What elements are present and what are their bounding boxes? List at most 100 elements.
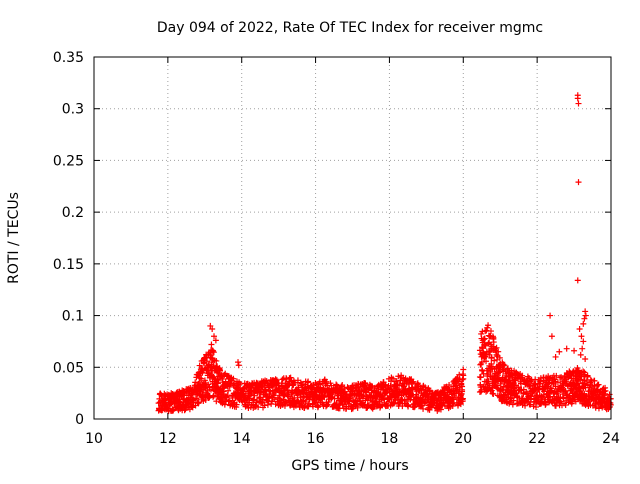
roti-point	[483, 388, 490, 395]
roti-point	[264, 401, 271, 408]
roti-point	[485, 378, 492, 385]
roti-point	[580, 368, 587, 375]
roti-point	[408, 392, 415, 399]
roti-point	[309, 403, 316, 410]
roti-point	[323, 402, 330, 409]
roti-point	[225, 398, 232, 405]
y-axis-label: ROTI / TECUs	[6, 192, 22, 284]
roti-point	[459, 395, 466, 402]
x-tick-label: 18	[381, 431, 399, 447]
roti-point	[346, 398, 353, 405]
roti-point	[459, 376, 466, 383]
roti-point	[420, 405, 427, 412]
x-tick-label: 14	[233, 431, 251, 447]
roti-point-outlier	[576, 326, 583, 333]
plot-border	[93, 56, 612, 420]
roti-point	[460, 366, 467, 373]
roti-point	[221, 401, 228, 408]
roti-point	[497, 380, 504, 387]
roti-point	[495, 348, 502, 355]
chart-title: Day 094 of 2022, Rate Of TEC Index for r…	[157, 20, 543, 36]
roti-point	[426, 406, 433, 413]
roti-point	[496, 354, 503, 361]
roti-point-outlier	[235, 359, 242, 366]
roti-point	[595, 381, 602, 388]
y-tick-label: 0.3	[62, 102, 84, 118]
roti-point	[246, 395, 253, 402]
roti-point	[251, 392, 258, 399]
x-axis-label: GPS time / hours	[291, 458, 408, 474]
roti-point	[539, 395, 546, 402]
roti-point-outlier	[548, 333, 555, 340]
x-tick-label: 16	[307, 431, 325, 447]
roti-point	[230, 375, 237, 382]
roti-point-outlier	[582, 312, 589, 319]
roti-point	[213, 398, 220, 405]
roti-point	[528, 377, 535, 384]
roti-point	[554, 379, 561, 386]
roti-point	[205, 381, 212, 388]
roti-point	[602, 387, 609, 394]
roti-point	[410, 378, 417, 385]
roti-point	[457, 401, 464, 408]
roti-point	[219, 379, 226, 386]
roti-point	[415, 382, 422, 389]
roti-point	[481, 341, 488, 348]
roti-point-outlier	[578, 333, 585, 340]
x-tick-label: 12	[159, 431, 177, 447]
roti-point-outlier	[489, 343, 496, 350]
x-tick-label: 22	[528, 431, 546, 447]
roti-point-outlier	[207, 322, 214, 329]
roti-point	[253, 397, 260, 404]
data-points	[155, 92, 614, 415]
roti-point	[487, 348, 494, 355]
axis-ticks: 10 12 14 16 18 20 22 24 0 0.05 0.1 0.15 0.2 0.25 0.3 0.…	[53, 50, 620, 447]
roti-point-outlier	[486, 339, 493, 346]
roti-point	[563, 378, 570, 385]
roti-point	[477, 374, 484, 381]
roti-point-outlier	[209, 326, 216, 333]
roti-point-outlier	[563, 345, 570, 352]
y-tick-label: 0	[75, 412, 84, 428]
roti-point	[509, 401, 516, 408]
grid	[94, 57, 611, 419]
roti-point	[449, 403, 456, 410]
roti-point-outlier	[212, 337, 219, 344]
roti-point	[485, 322, 492, 329]
roti-point	[283, 376, 290, 383]
y-tick-label: 0.05	[53, 360, 84, 376]
roti-point	[440, 400, 447, 407]
roti-point	[483, 327, 490, 334]
roti-point-outlier	[235, 362, 242, 369]
y-tick-label: 0.25	[53, 153, 84, 169]
roti-point-outlier	[582, 308, 589, 315]
roti-point	[528, 396, 535, 403]
roti-point	[482, 328, 489, 335]
roti-point-outlier	[574, 277, 581, 284]
roti-point	[493, 344, 500, 351]
roti-point	[195, 399, 202, 406]
roti-point	[478, 359, 485, 366]
y-tick-label: 0.15	[53, 257, 84, 273]
roti-point-outlier	[575, 100, 582, 107]
x-tick-label: 20	[454, 431, 472, 447]
roti-point-outlier	[211, 333, 218, 340]
roti-point	[196, 362, 203, 369]
roti-point-outlier	[480, 350, 487, 357]
roti-point-outlier	[493, 351, 500, 358]
roti-point	[400, 383, 407, 390]
roti-point	[216, 366, 223, 373]
roti-point	[491, 357, 498, 364]
roti-point	[409, 380, 416, 387]
roti-point	[522, 402, 529, 409]
roti-point	[315, 403, 322, 410]
roti-point	[504, 365, 511, 372]
roti-point	[360, 392, 367, 399]
roti-point	[395, 373, 402, 380]
roti-point	[558, 374, 565, 381]
roti-point	[510, 397, 517, 404]
roti-point-outlier	[575, 179, 582, 186]
roti-point	[198, 375, 205, 382]
roti-point	[181, 407, 188, 414]
x-tick-label: 24	[602, 431, 620, 447]
